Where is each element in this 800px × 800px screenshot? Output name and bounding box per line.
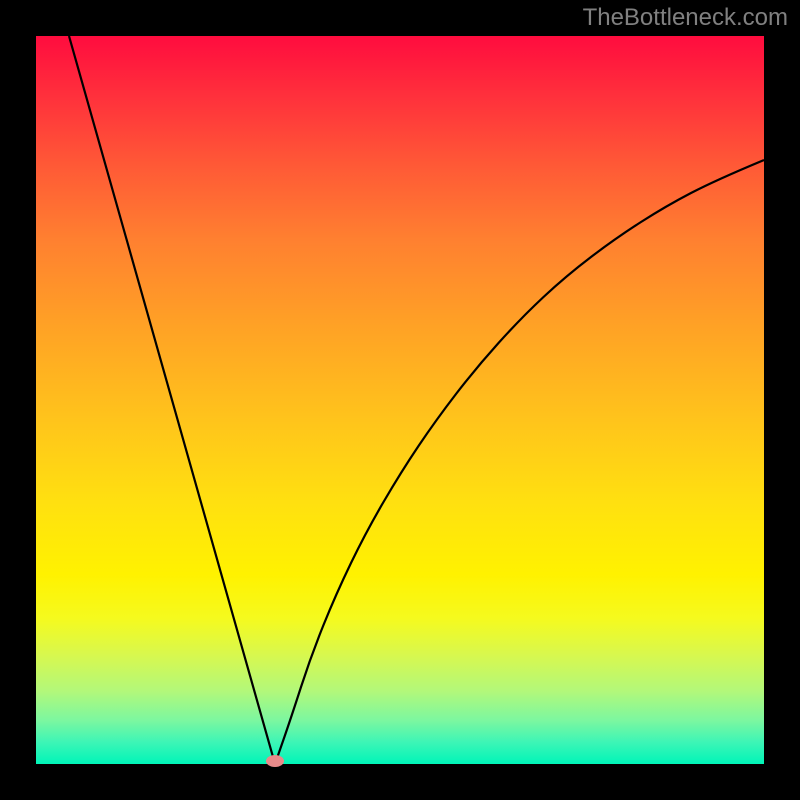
chart-plot-area <box>36 36 764 764</box>
bottleneck-curve <box>36 36 764 764</box>
watermark-text: TheBottleneck.com <box>583 4 788 32</box>
optimal-point-marker <box>266 755 284 767</box>
